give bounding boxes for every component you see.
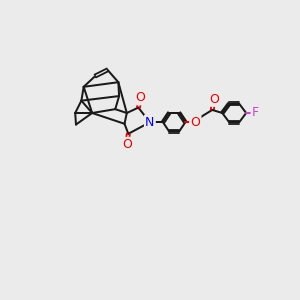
Text: N: N — [145, 116, 154, 129]
Text: F: F — [252, 106, 259, 119]
Text: O: O — [209, 93, 219, 106]
Text: O: O — [122, 138, 132, 151]
Text: O: O — [190, 116, 200, 129]
Text: O: O — [136, 91, 146, 104]
